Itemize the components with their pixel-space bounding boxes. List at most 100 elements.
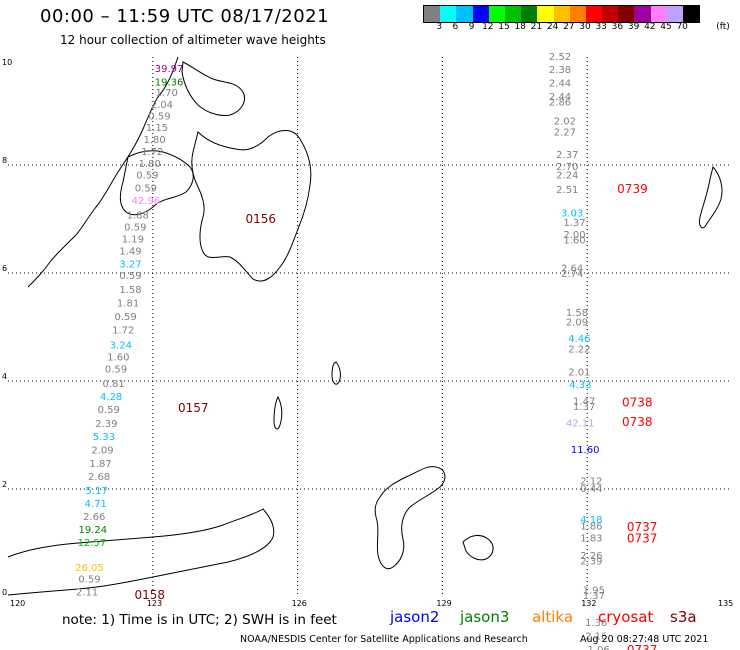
wave-height-label: 39.97 — [155, 64, 184, 75]
wave-height-label: 2.44 — [549, 78, 571, 89]
pass-time-label: 0738 — [622, 415, 653, 429]
wave-height-label: 2.66 — [83, 512, 105, 523]
wave-height-label: 0.59 — [115, 312, 137, 323]
wave-height-label: 1.58 — [566, 308, 588, 319]
lat-tick-label: 0 — [2, 588, 7, 597]
wave-height-label: 1.70 — [156, 88, 178, 99]
wave-height-label: 1.15 — [146, 123, 168, 134]
wave-height-label: 2.37 — [556, 150, 578, 161]
lon-tick-label: 126 — [292, 599, 307, 608]
coastline-halmahera — [462, 534, 494, 561]
wave-height-label: 2.27 — [554, 128, 576, 139]
color-scale-label: 12 — [482, 22, 494, 32]
coastline-palawan — [27, 56, 179, 288]
satellite-legend-cryosat: cryosat — [598, 608, 654, 626]
pass-time-label: 0737 — [627, 643, 658, 650]
color-swatch-0 — [424, 6, 441, 22]
wave-height-label: 2.44 — [549, 92, 571, 103]
wave-height-label: 2.38 — [549, 65, 571, 76]
pass-time-label: 0156 — [246, 212, 277, 226]
coastline-palau — [699, 165, 723, 229]
wave-height-label: 2.12 — [580, 476, 602, 487]
color-scale-label: 6 — [452, 22, 459, 32]
color-swatch-16 — [683, 6, 700, 22]
wave-height-label: 2.51 — [556, 185, 578, 196]
wave-height-label: 19.24 — [79, 525, 108, 536]
wave-height-label: 42.96 — [132, 196, 161, 207]
color-scale-label: 27 — [563, 22, 575, 32]
wave-height-label: 3.24 — [110, 340, 132, 351]
wave-height-label: 2.00 — [563, 230, 585, 241]
wave-height-label: 1.36 — [585, 618, 607, 629]
wave-height-label: 1.83 — [580, 534, 602, 545]
color-swatch-1 — [440, 6, 457, 22]
color-scale-label: 45 — [660, 22, 672, 32]
wave-height-label: 12.57 — [78, 538, 107, 549]
page-title: 00:00 – 11:59 UTC 08/17/2021 — [40, 6, 330, 27]
color-swatch-13 — [634, 6, 651, 22]
satellite-legend-s3a: s3a — [670, 608, 697, 626]
wave-height-label: 1.95 — [583, 585, 605, 596]
wave-height-label: 0.59 — [78, 575, 100, 586]
wave-height-label: 2.52 — [549, 52, 571, 63]
wave-height-label: 0.59 — [148, 111, 170, 122]
pass-time-label: 0158 — [135, 588, 166, 602]
wave-height-label: 4.46 — [568, 334, 590, 345]
color-scale-label: 3 — [436, 22, 443, 32]
wave-height-label: 42.11 — [566, 419, 595, 430]
wave-height-label: 1.47 — [573, 396, 595, 407]
wave-height-label: 2.70 — [556, 162, 578, 173]
wave-height-label: 1.37 — [583, 591, 605, 602]
wave-height-label: 3.03 — [561, 209, 583, 220]
color-scale-label: 70 — [676, 22, 688, 32]
wave-height-label: 3.27 — [119, 259, 141, 270]
coastline-mindanao — [191, 130, 312, 282]
wave-height-label: 1.37 — [573, 402, 595, 413]
pass-time-label: 0739 — [617, 182, 648, 196]
color-swatch-2 — [456, 6, 473, 22]
color-scale-label: 30 — [579, 22, 591, 32]
lon-tick-label: 135 — [718, 599, 733, 608]
lat-tick-label: 10 — [2, 58, 12, 67]
wave-height-label: 0.59 — [124, 223, 146, 234]
pass-time-label: 0737 — [627, 532, 658, 546]
wave-height-label: 26.05 — [75, 563, 104, 574]
pass-time-label: 0737 — [627, 520, 658, 534]
wave-height-label: 0.59 — [98, 405, 120, 416]
satellite-legend-jason2: jason2 — [390, 608, 440, 626]
wave-height-label: 2.64 — [561, 264, 583, 275]
wave-height-label: 0.59 — [135, 184, 157, 195]
wave-height-label: 1.60 — [563, 236, 585, 247]
color-scale-label: 42 — [644, 22, 656, 32]
color-scale-unit: (ft) — [716, 22, 730, 32]
color-swatch-5 — [504, 6, 522, 22]
wave-height-label: 2.04 — [151, 100, 173, 111]
wave-height-label: 1.60 — [107, 353, 129, 364]
wave-height-label: 2.02 — [554, 117, 576, 128]
wave-height-label: 2.09 — [91, 446, 113, 457]
coastline-visayas — [181, 61, 245, 116]
lon-tick-label: 123 — [147, 599, 162, 608]
pass-times: 0156015701580739073807380737073707370737 — [135, 182, 658, 650]
wave-height-label: 19.36 — [155, 77, 184, 88]
color-swatch-3 — [472, 6, 489, 22]
color-scale-label: 36 — [611, 22, 624, 32]
wave-height-label: 0.59 — [105, 365, 127, 376]
lon-tick-label: 132 — [581, 599, 596, 608]
wave-height-label: 4.71 — [85, 499, 107, 510]
wave-height-label: 1.06 — [588, 645, 610, 650]
lat-lon-grid: 120 123 126 129 132 135 0 2 4 6 8 10 — [2, 57, 733, 608]
color-scale-label: 33 — [595, 22, 607, 32]
pass-time-label: 0157 — [178, 401, 209, 415]
wave-height-label: 1.37 — [563, 218, 585, 229]
color-scale-label: 9 — [468, 22, 475, 32]
wave-height-label: 2.11 — [76, 588, 98, 599]
wave-height-label: 1.19 — [122, 234, 144, 245]
color-swatch-6 — [521, 6, 538, 22]
color-swatch-4 — [488, 6, 505, 22]
wave-height-label: 2.39 — [580, 556, 602, 567]
coastline — [7, 56, 723, 596]
coastline-zamboanga — [119, 150, 194, 216]
coastline-sulawesi — [374, 466, 446, 570]
lon-tick-label: 120 — [10, 599, 25, 608]
